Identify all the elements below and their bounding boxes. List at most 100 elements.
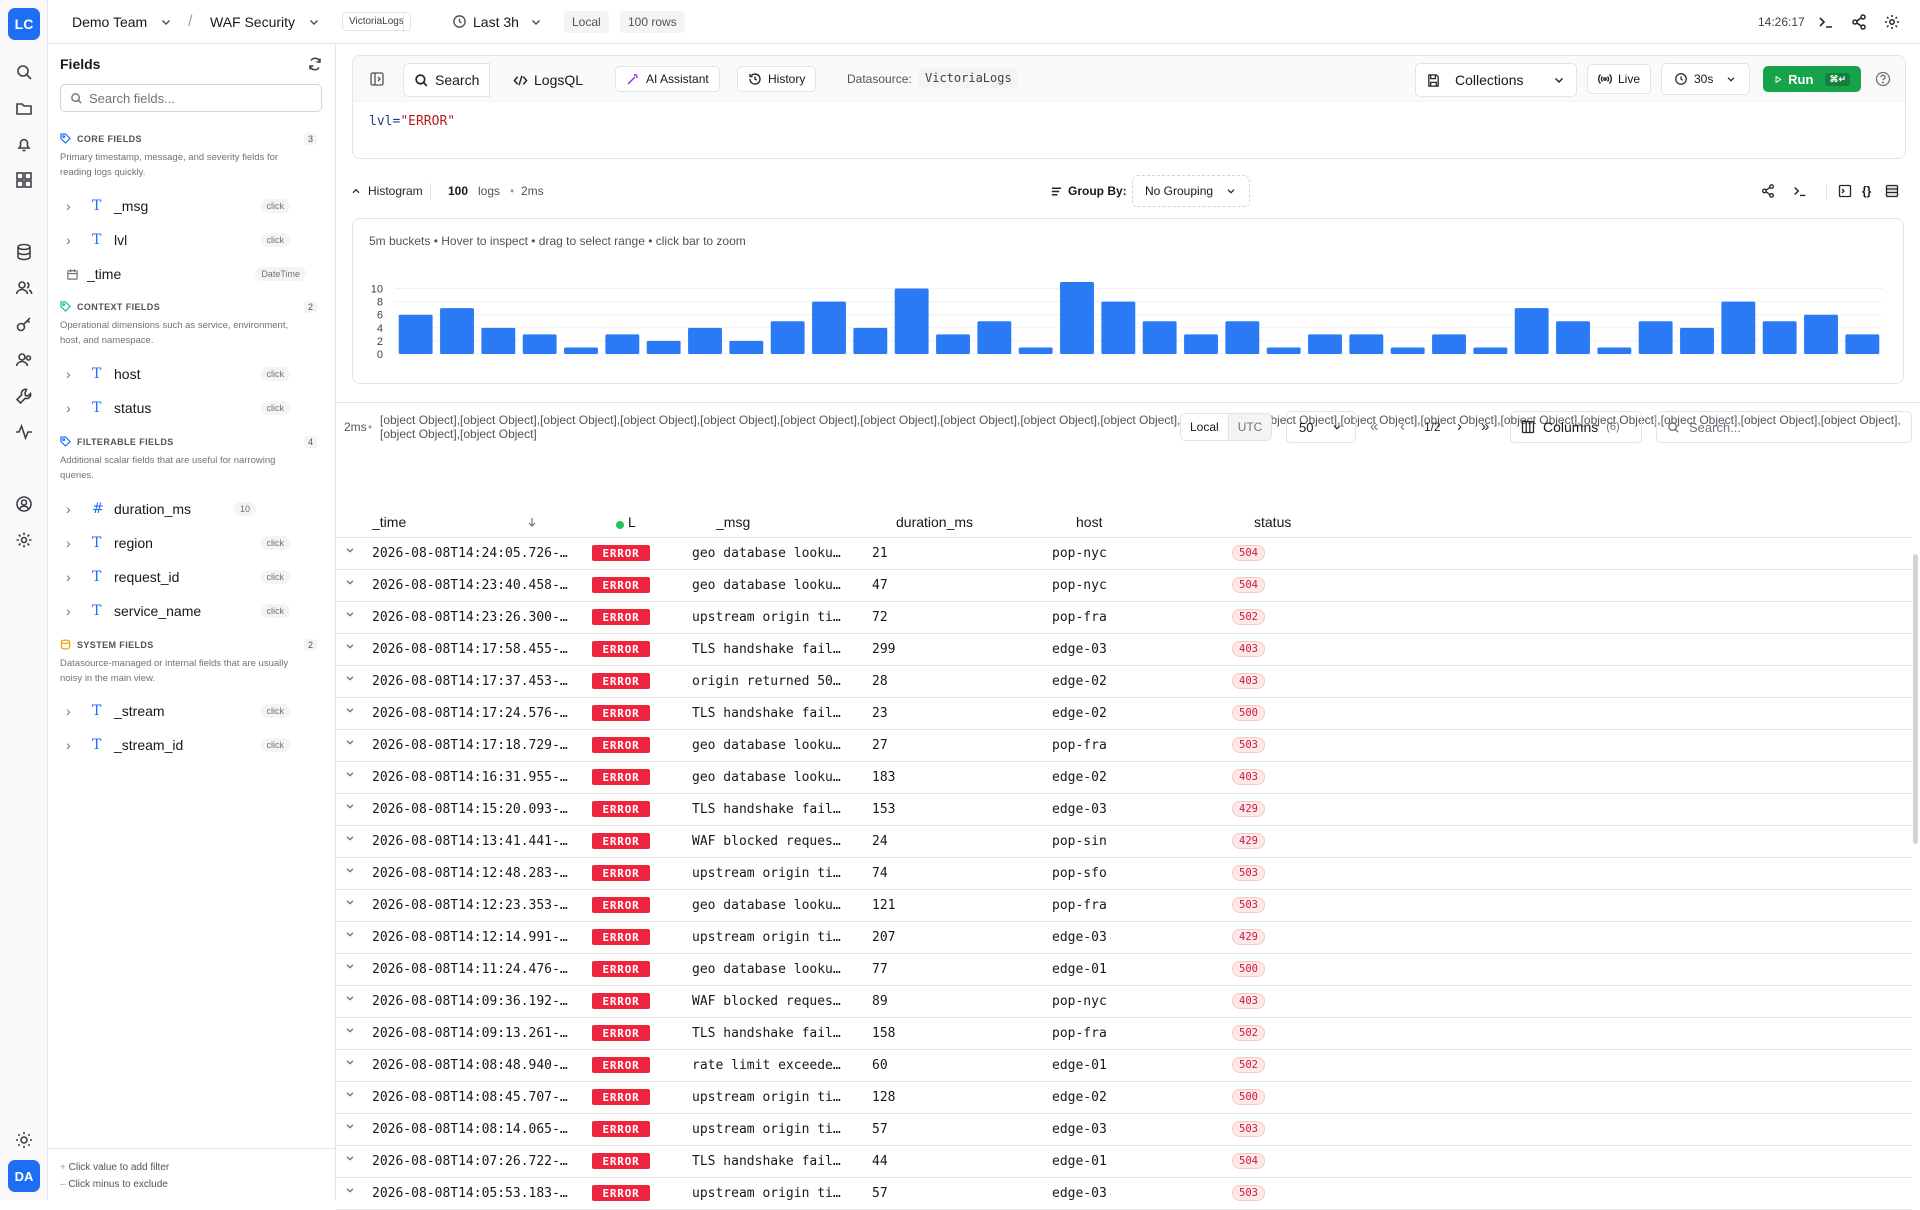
user-avatar[interactable]: DA (8, 1160, 40, 1192)
dashboard-selector[interactable]: WAF Security (210, 14, 321, 30)
live-toggle[interactable]: Live (1587, 64, 1651, 94)
chevron-down-icon[interactable] (344, 608, 356, 620)
histogram-bar[interactable] (1267, 347, 1301, 354)
chevron-down-icon[interactable] (344, 896, 356, 908)
histogram-bar[interactable] (853, 328, 887, 354)
collections-dropdown[interactable]: Collections (1415, 63, 1577, 97)
account-icon[interactable] (14, 494, 34, 514)
folder-icon[interactable] (14, 98, 34, 118)
histogram-bar[interactable] (1101, 302, 1135, 354)
chevron-down-icon[interactable] (344, 1184, 356, 1196)
search-icon[interactable] (14, 62, 34, 82)
refresh-interval-dropdown[interactable]: 30s (1661, 63, 1750, 95)
column-header-duration[interactable]: duration_ms (896, 514, 973, 530)
histogram-bar[interactable] (399, 315, 433, 354)
chevron-down-icon[interactable] (344, 768, 356, 780)
histogram-bar[interactable] (1019, 347, 1053, 354)
chevron-right-icon[interactable]: › (66, 703, 82, 719)
histogram-bar[interactable] (647, 341, 681, 354)
table-view-icon[interactable] (1885, 184, 1899, 198)
panel-toggle-icon[interactable] (369, 71, 385, 87)
team-icon[interactable] (14, 278, 34, 298)
histogram-bar[interactable] (1721, 302, 1755, 354)
histogram-bar[interactable] (936, 334, 970, 354)
histogram-bar[interactable] (440, 308, 474, 354)
histogram-bar[interactable] (729, 341, 763, 354)
histogram-bar[interactable] (523, 334, 557, 354)
column-header-status[interactable]: status (1254, 514, 1291, 530)
settings-icon[interactable] (1883, 13, 1901, 31)
chevron-down-icon[interactable] (344, 960, 356, 972)
histogram-bar[interactable] (481, 328, 515, 354)
chevron-right-icon[interactable]: › (66, 501, 82, 517)
settings-icon[interactable] (14, 530, 34, 550)
histogram-toggle[interactable]: Histogram (350, 184, 423, 198)
histogram-bar[interactable] (1391, 347, 1425, 354)
time-range-selector[interactable]: Last 3h (452, 14, 543, 30)
json-view-icon[interactable]: {} (1862, 184, 1871, 198)
refresh-icon[interactable] (307, 56, 323, 72)
terminal-icon[interactable] (1817, 13, 1835, 31)
chevron-down-icon[interactable] (344, 832, 356, 844)
users-icon[interactable] (14, 350, 34, 370)
chevron-down-icon[interactable] (344, 576, 356, 588)
histogram-bar[interactable] (1680, 328, 1714, 354)
chevron-down-icon[interactable] (344, 672, 356, 684)
last-page-icon[interactable]: » (1481, 418, 1489, 435)
chevron-down-icon[interactable] (344, 1088, 356, 1100)
column-header-level[interactable]: L (628, 514, 636, 530)
histogram-bar[interactable] (1556, 321, 1590, 354)
column-header-time[interactable]: _time (372, 514, 406, 530)
help-icon[interactable] (1875, 71, 1891, 87)
histogram-bar[interactable] (1845, 334, 1879, 354)
chevron-down-icon[interactable] (344, 640, 356, 652)
chevron-down-icon[interactable] (344, 928, 356, 940)
page-size-select[interactable]: 50 (1286, 411, 1356, 443)
timezone-chip[interactable]: Local (564, 11, 609, 33)
histogram-bar[interactable] (1432, 334, 1466, 354)
activity-icon[interactable] (14, 422, 34, 442)
histogram-bar[interactable] (1473, 347, 1507, 354)
histogram-bar[interactable] (895, 289, 929, 354)
first-page-icon[interactable]: « (1370, 418, 1378, 435)
chevron-right-icon[interactable]: › (66, 569, 82, 585)
columns-button[interactable]: Columns (6) (1510, 411, 1642, 443)
bell-icon[interactable] (14, 134, 34, 154)
raw-view-icon[interactable] (1838, 184, 1852, 198)
chevron-right-icon[interactable]: › (66, 232, 82, 248)
table-search-input[interactable]: Search... (1656, 411, 1912, 443)
histogram-bar[interactable] (605, 334, 639, 354)
terminal-icon[interactable] (1792, 183, 1808, 199)
histogram-bar[interactable] (812, 302, 846, 354)
history-button[interactable]: History (737, 66, 816, 92)
chevron-down-icon[interactable] (344, 992, 356, 1004)
chevron-down-icon[interactable] (344, 864, 356, 876)
key-icon[interactable] (14, 314, 34, 334)
histogram-bar[interactable] (1515, 308, 1549, 354)
timezone-utc[interactable]: UTC (1229, 414, 1272, 440)
histogram-bar[interactable] (1184, 334, 1218, 354)
chevron-down-icon[interactable] (344, 736, 356, 748)
database-icon[interactable] (14, 242, 34, 262)
theme-toggle-icon[interactable] (14, 1130, 34, 1150)
app-logo[interactable]: LC (8, 8, 40, 40)
share-icon[interactable] (1760, 183, 1776, 199)
share-icon[interactable] (1850, 13, 1868, 31)
next-page-icon[interactable]: › (1457, 418, 1462, 435)
